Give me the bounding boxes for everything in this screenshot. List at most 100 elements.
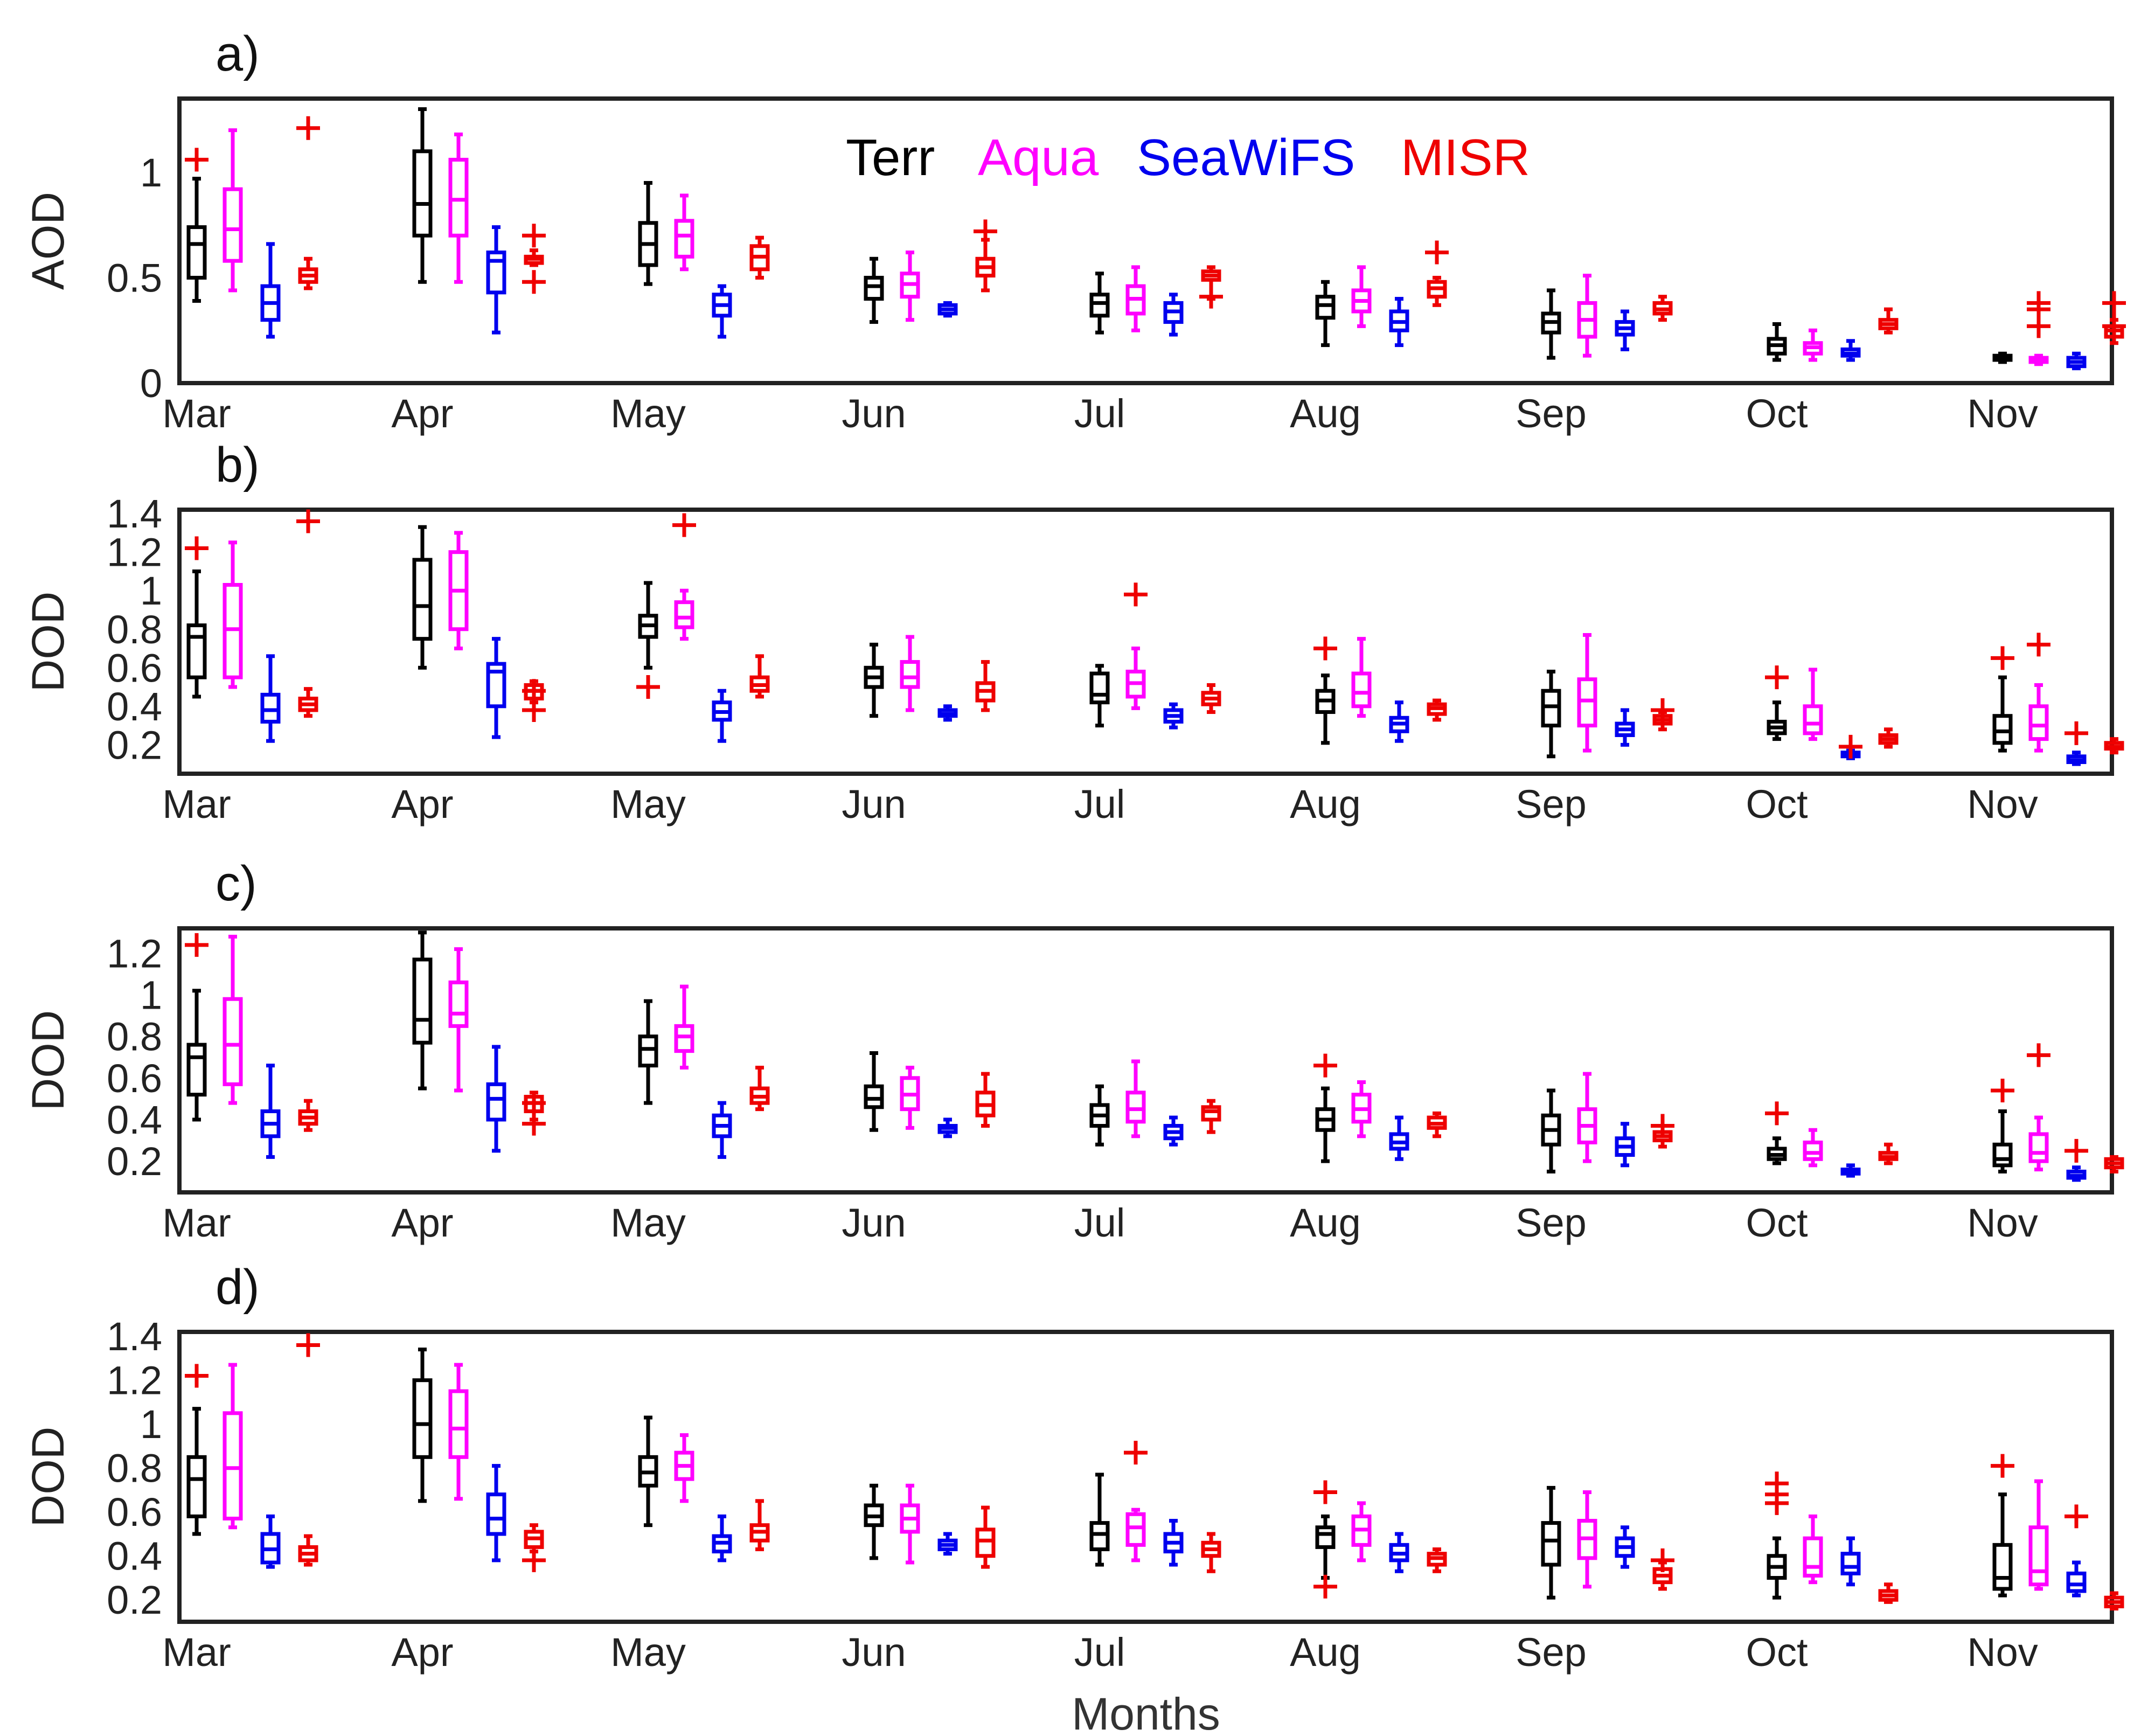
boxplot-terr-jul	[1089, 664, 1110, 728]
boxplot-seawifs-mar	[260, 1064, 281, 1159]
boxplot-misr-jul	[1201, 1099, 1221, 1134]
x-tick-label: Jun	[842, 1630, 906, 1675]
boxplot-terr-oct	[1767, 322, 1787, 362]
boxplot-aqua-may	[674, 1433, 694, 1503]
outlier-marker	[1765, 1101, 1789, 1126]
boxplot-misr-aug	[1427, 698, 1447, 722]
boxplot-seawifs-may	[712, 1101, 732, 1159]
outlier-marker	[522, 270, 546, 294]
boxplot-seawifs-aug	[1389, 297, 1409, 348]
outlier-marker	[2065, 721, 2088, 745]
x-tick-label: Oct	[1746, 1630, 1808, 1675]
iqr-box	[1315, 1525, 1336, 1549]
boxplot-misr-apr	[522, 1091, 546, 1136]
iqr-box	[412, 558, 433, 641]
plot-frame	[177, 96, 2114, 385]
boxplot-misr-sep	[1651, 698, 1674, 732]
x-tick-label: May	[610, 1200, 686, 1245]
outlier-marker	[1991, 1078, 2014, 1102]
iqr-box	[1089, 293, 1110, 318]
panels: a) AOD 0 0.5 1 Mar Apr May Jun Jul Aug Sep Oct Nov Ter…	[23, 26, 2126, 1675]
boxplot-seawifs-mar	[260, 654, 281, 743]
boxplot-misr-oct	[1878, 307, 1899, 335]
boxplot-seawifs-jun	[937, 704, 958, 722]
boxplot-terr-sep	[1541, 669, 1561, 759]
y-tick-label: 0.5	[107, 255, 162, 300]
y-tick-label: 0.4	[107, 1534, 162, 1579]
outlier-marker	[2065, 1504, 2088, 1529]
y-axis-label: DOD	[23, 1427, 73, 1527]
x-tick-label: May	[610, 391, 686, 436]
boxplot-misr-nov	[2104, 1155, 2124, 1173]
y-tick-label: 0.2	[107, 1578, 162, 1622]
x-tick-label: Jun	[842, 391, 906, 436]
y-tick-label: 0.6	[107, 645, 162, 690]
iqr-box	[486, 1492, 506, 1536]
y-tick-label: 1.2	[107, 1358, 162, 1403]
boxplot-misr-apr	[522, 1523, 546, 1572]
x-tick-label: Aug	[1290, 782, 1361, 827]
boxplot-misr-aug	[1427, 1111, 1447, 1138]
boxplot-misr-jul	[1201, 1532, 1221, 1573]
y-tick-label: 0.4	[107, 1098, 162, 1142]
boxplot-misr-oct	[1878, 1582, 1899, 1604]
outlier-marker	[522, 1112, 546, 1136]
boxplot-aqua-nov	[2027, 1043, 2050, 1172]
iqr-box	[1351, 671, 1372, 709]
outlier-marker	[1651, 1114, 1674, 1138]
outlier-marker	[2102, 314, 2126, 338]
iqr-box	[1803, 1140, 1823, 1161]
boxplot-misr-aug	[1425, 240, 1449, 307]
boxplot-seawifs-jul	[1163, 702, 1184, 730]
boxplot-misr-jul	[1201, 683, 1221, 714]
iqr-box	[186, 1043, 207, 1097]
x-tick-label: Apr	[391, 391, 453, 436]
outlier-marker	[522, 1091, 546, 1115]
y-tick-label: 0.6	[107, 1056, 162, 1101]
boxplot-seawifs-sep	[1615, 1122, 1635, 1168]
y-tick-label: 0.4	[107, 684, 162, 729]
boxplot-seawifs-aug	[1389, 1115, 1409, 1161]
x-tick-label: Mar	[162, 782, 231, 827]
outlier-marker	[185, 933, 208, 957]
iqr-box	[975, 1527, 996, 1558]
boxplot-misr-may	[749, 1066, 770, 1112]
outlier-marker	[1124, 1441, 1148, 1465]
x-tick-label: Oct	[1746, 782, 1808, 827]
boxplot-seawifs-may	[712, 1514, 732, 1563]
boxplot-seawifs-sep	[1615, 1525, 1635, 1569]
boxplot-aqua-oct	[1803, 1128, 1823, 1168]
y-axis-label: DOD	[23, 592, 73, 692]
x-tick-label: Aug	[1290, 391, 1361, 436]
outlier-marker	[1425, 240, 1449, 265]
boxplot-seawifs-may	[712, 284, 732, 339]
x-tick-label: Mar	[162, 1630, 231, 1675]
x-tick-label: Sep	[1516, 1200, 1587, 1245]
boxplot-terr-nov	[1991, 1078, 2014, 1173]
iqr-box	[412, 1378, 433, 1459]
outlier-marker	[185, 148, 208, 172]
iqr-box	[638, 1034, 658, 1068]
iqr-box	[186, 1455, 207, 1518]
outlier-marker	[2102, 291, 2126, 315]
boxplot-misr-may	[749, 654, 770, 699]
boxplot-aqua-jun	[900, 1483, 920, 1565]
boxplot-seawifs-sep	[1615, 309, 1635, 351]
iqr-box	[2028, 704, 2049, 741]
boxplot-seawifs-jul	[1163, 1115, 1184, 1147]
x-tick-label: Jul	[1074, 391, 1125, 436]
outlier-marker	[1124, 582, 1148, 607]
boxplot-terr-oct	[1765, 1101, 1789, 1165]
iqr-box	[1125, 1091, 1146, 1124]
boxplot-aqua-oct	[1803, 668, 1823, 741]
boxplot-aqua-nov	[2028, 1479, 2049, 1591]
iqr-box	[900, 660, 920, 689]
boxplot-terr-mar	[185, 933, 208, 1122]
x-tick-label: May	[610, 1630, 686, 1675]
plot-frame	[177, 508, 2114, 776]
iqr-box	[186, 623, 207, 679]
boxplot-misr-nov	[2104, 737, 2124, 755]
outlier-marker	[1313, 1053, 1337, 1078]
panel-1: a) AOD 0 0.5 1 Mar Apr May Jun Jul Aug Sep Oct Nov Ter…	[23, 26, 2126, 436]
iqr-box	[486, 251, 506, 295]
